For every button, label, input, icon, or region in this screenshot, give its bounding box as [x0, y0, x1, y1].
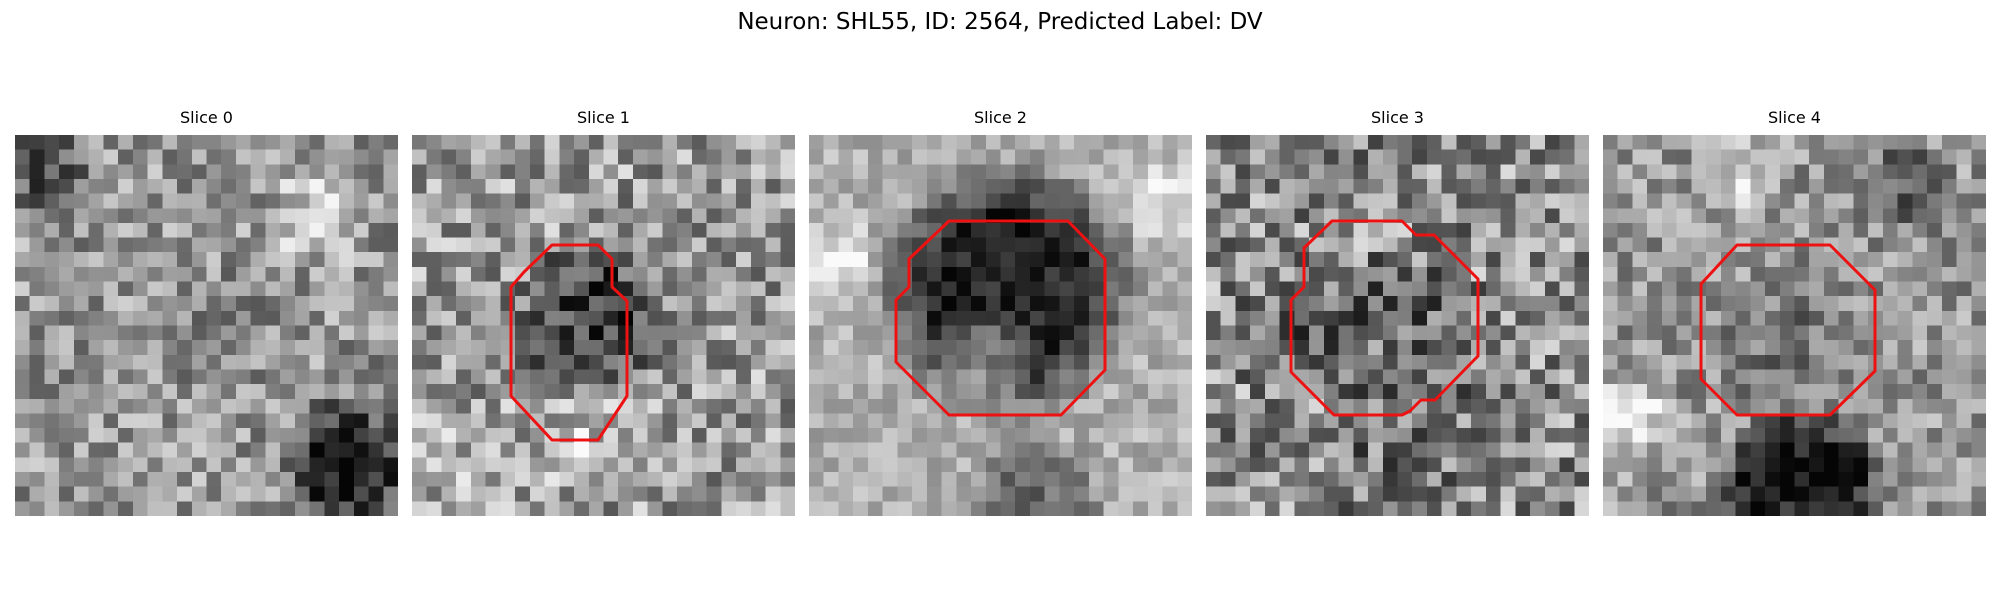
slice-0-title: Slice 0 — [180, 108, 233, 127]
slice-2-title: Slice 2 — [974, 108, 1027, 127]
slice-1-image — [412, 135, 795, 516]
slice-4-title: Slice 4 — [1768, 108, 1821, 127]
slice-3-image — [1206, 135, 1589, 516]
slice-4-image — [1603, 135, 1986, 516]
slice-2-image — [809, 135, 1192, 516]
figure-title: Neuron: SHL55, ID: 2564, Predicted Label… — [737, 9, 1263, 35]
slice-3-title: Slice 3 — [1371, 108, 1424, 127]
slice-1-title: Slice 1 — [577, 108, 630, 127]
slice-0-image — [15, 135, 398, 516]
